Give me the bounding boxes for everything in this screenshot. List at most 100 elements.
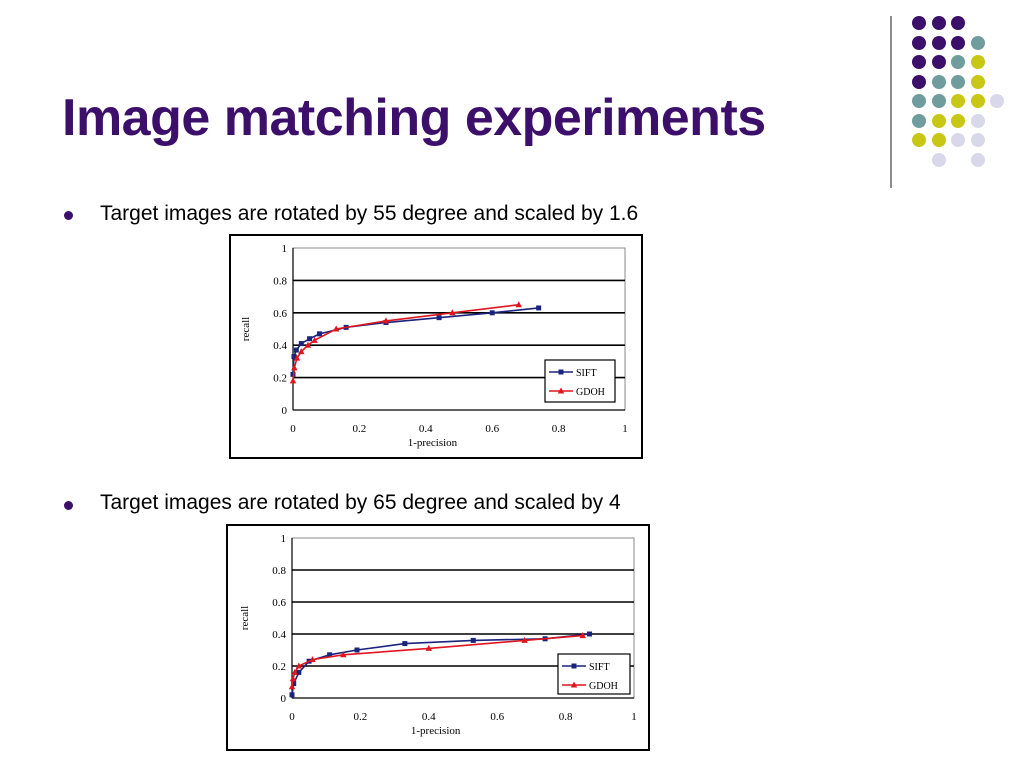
bullet-text-1: Target images are rotated by 55 degree a… [100,202,639,225]
data-point [425,644,432,651]
legend-marker [571,663,577,669]
decorative-dot [912,74,926,89]
data-point [288,683,296,690]
data-point [293,354,301,361]
decorative-dot [951,133,965,147]
x-tick-label: 0.8 [559,711,573,723]
chart-legend: SIFT GDOH [557,653,631,695]
data-point [289,692,295,698]
x-axis-label: 1-precision [411,725,461,737]
slide-title: Image matching experiments [62,89,766,147]
chart-1: 0 0.2 0.4 0.6 0.8 1 0 0.2 0.4 0.6 0.8 1 1-precision r… [229,234,643,459]
decorative-dot [970,94,985,108]
data-point [291,668,298,675]
data-point [340,651,347,658]
data-point [296,669,302,675]
x-tick-label: 0.6 [490,711,504,723]
data-point [536,305,542,311]
x-tick-label: 0.6 [485,423,499,435]
decorative-dot [951,55,965,69]
y-tick-label: 0.4 [273,340,287,352]
decorative-dot [931,35,946,50]
y-tick-label: 0.2 [273,373,287,385]
data-point [291,354,297,360]
chart-1-svg: 0 0.2 0.4 0.6 0.8 1 0 0.2 0.4 0.6 0.8 1 1-precision r… [240,243,628,449]
x-tick-label: 0.8 [552,423,566,435]
y-tick-label: 0.8 [272,565,286,577]
data-point [304,341,312,348]
data-point [289,675,297,682]
data-point [291,364,298,371]
decorative-dot [970,74,985,89]
data-point [521,636,528,643]
series-line-gdoh [292,303,519,381]
legend-marker [557,387,565,394]
y-tick-label: 0 [281,693,287,705]
decorative-dot [990,94,1004,108]
data-point [449,309,456,316]
decorative-divider [890,16,892,188]
x-tick-label: 0.2 [354,711,368,723]
data-point [295,662,303,669]
legend-marker [570,681,578,688]
data-point [289,377,297,384]
x-tick-label: 0.2 [353,423,367,435]
data-point [587,631,593,637]
decorative-dot [970,35,985,50]
legend-box [544,359,616,403]
x-axis-label: 1-precision [408,437,458,449]
decorative-dot [912,94,926,108]
x-tick-label: 0.4 [422,711,436,723]
y-tick-label: 0.8 [273,275,287,287]
data-point [354,647,360,653]
decorative-dot [912,133,926,147]
decorative-dot [931,74,946,89]
data-point [298,348,305,355]
chart-legend: SIFT GDOH [544,359,616,403]
data-point [291,681,297,687]
x-tick-label: 1 [622,423,628,435]
data-point [327,652,333,658]
y-axis-label: recall [239,606,251,630]
decorative-dot [912,35,926,50]
decorative-dot [931,55,946,69]
x-tick-label: 0 [289,711,295,723]
y-tick-label: 0.6 [272,597,286,609]
chart-2: 0 0.2 0.4 0.6 0.8 1 0 0.2 0.4 0.6 0.8 1 1-precision r… [226,524,650,751]
data-point [515,301,522,308]
data-point [311,336,318,343]
data-point [402,641,408,647]
legend-marker [558,369,564,375]
decorative-dot [951,113,965,128]
legend-box [557,653,631,695]
y-tick-label: 0 [282,405,288,417]
y-axis-label: recall [240,317,252,341]
x-tick-label: 0.4 [419,423,433,435]
bullet-marker [64,211,73,220]
data-point [298,341,304,347]
data-point [307,336,313,342]
y-tick-label: 0.4 [272,629,286,641]
bullet-marker [64,501,73,510]
decorative-dot [970,55,985,69]
decorative-dot [931,152,946,167]
decorative-dot [951,74,965,89]
data-point [317,331,323,337]
data-point [309,656,316,663]
data-point [436,315,442,321]
decorative-dot [970,133,985,147]
data-point [579,632,586,639]
decorative-dot [951,35,965,50]
legend-label: SIFT [589,662,610,673]
y-tick-label: 1 [281,533,287,545]
decorative-dot [970,113,985,128]
legend-label: GDOH [576,387,605,398]
data-point [332,325,340,332]
x-tick-label: 1 [631,711,637,723]
bullet-text-2: Target images are rotated by 65 degree a… [100,491,621,514]
chart-2-svg: 0 0.2 0.4 0.6 0.8 1 0 0.2 0.4 0.6 0.8 1 1-precision r… [239,533,637,737]
decorative-dot [931,94,946,108]
data-point [470,637,476,643]
decorative-dot [912,113,926,128]
decorative-dot [931,113,946,128]
